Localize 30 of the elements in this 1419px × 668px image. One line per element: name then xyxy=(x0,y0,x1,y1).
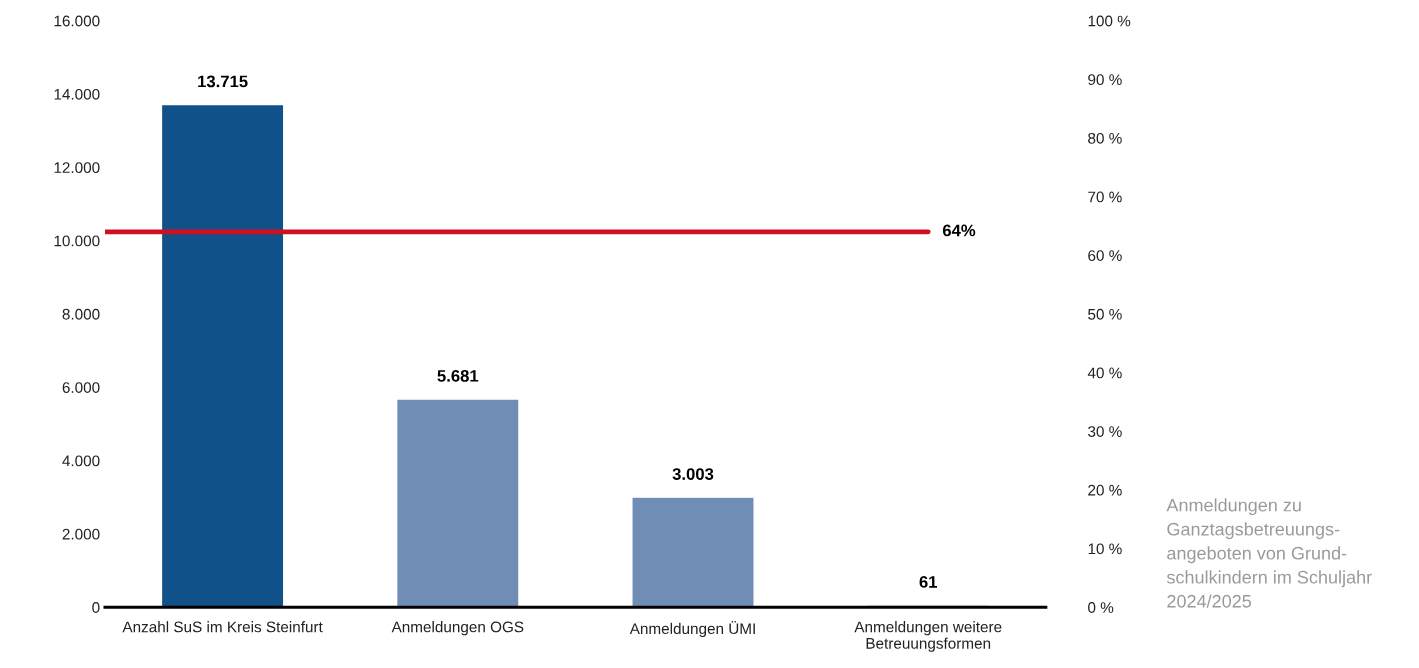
y2-tick-label: 50 % xyxy=(1088,308,1122,320)
y2-tick-label: 40 % xyxy=(1087,367,1122,379)
data-label: 61 xyxy=(919,575,938,588)
y-tick-label: 0 xyxy=(92,602,100,613)
x-tick-label: Anmeldungen ÜMI xyxy=(629,621,755,638)
y-tick-label: 10.000 xyxy=(54,235,100,247)
y2-tick-label: 100 % xyxy=(1088,15,1131,27)
data-label: 5.681 xyxy=(437,369,479,382)
y2-tick-label: 90 % xyxy=(1088,74,1122,86)
y-tick-label: 6.000 xyxy=(62,382,100,393)
data-label: 13.715 xyxy=(198,75,248,88)
y2-tick-label: 80 % xyxy=(1088,132,1122,144)
y2-tick-label: 70 % xyxy=(1088,191,1122,203)
y-tick-label: 4.000 xyxy=(62,455,100,467)
x-tick-label: Anzahl SuS im Kreis Steinfurt xyxy=(122,621,323,633)
y-tick-label: 12.000 xyxy=(54,162,100,174)
y-tick-label: 14.000 xyxy=(54,88,100,100)
x-tick-label: Anmeldungen OGS xyxy=(391,621,524,636)
y-tick-label: 8.000 xyxy=(62,308,100,320)
y-tick-label: 16.000 xyxy=(54,15,100,27)
y2-tick-label: 10 % xyxy=(1088,543,1122,555)
x-tick-label: Anmeldungen weitere Betreuungsformen xyxy=(854,621,1002,652)
y2-tick-label: 60 % xyxy=(1088,250,1122,261)
y2-tick-label: 0 % xyxy=(1088,602,1114,613)
ref-line-label: 64% xyxy=(942,224,976,237)
y2-tick-label: 30 % xyxy=(1088,426,1122,437)
text: Anmeldungen zu Ganztagsbetreuungs- angeboten von Grund- schulkindern im Schuljahr 2024/2025 xyxy=(1166,498,1372,608)
data-label: 3.003 xyxy=(672,468,714,480)
y-tick-label: 2.000 xyxy=(62,528,100,540)
y2-tick-label: 20 % xyxy=(1088,484,1122,496)
